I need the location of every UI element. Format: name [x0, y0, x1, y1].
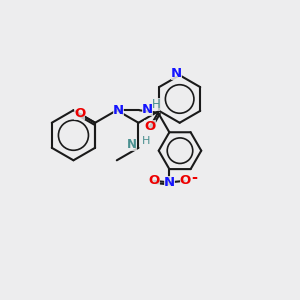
Text: -: - [191, 170, 197, 185]
Text: O: O [180, 174, 191, 188]
Text: H: H [152, 98, 161, 111]
Text: N: N [113, 104, 124, 117]
Text: O: O [148, 174, 160, 188]
Text: N: N [142, 103, 153, 116]
Text: O: O [74, 107, 85, 120]
Text: N: N [164, 176, 175, 189]
Text: H: H [142, 136, 150, 146]
Text: O: O [144, 120, 156, 133]
Text: N: N [171, 67, 182, 80]
Text: N: N [127, 138, 137, 151]
